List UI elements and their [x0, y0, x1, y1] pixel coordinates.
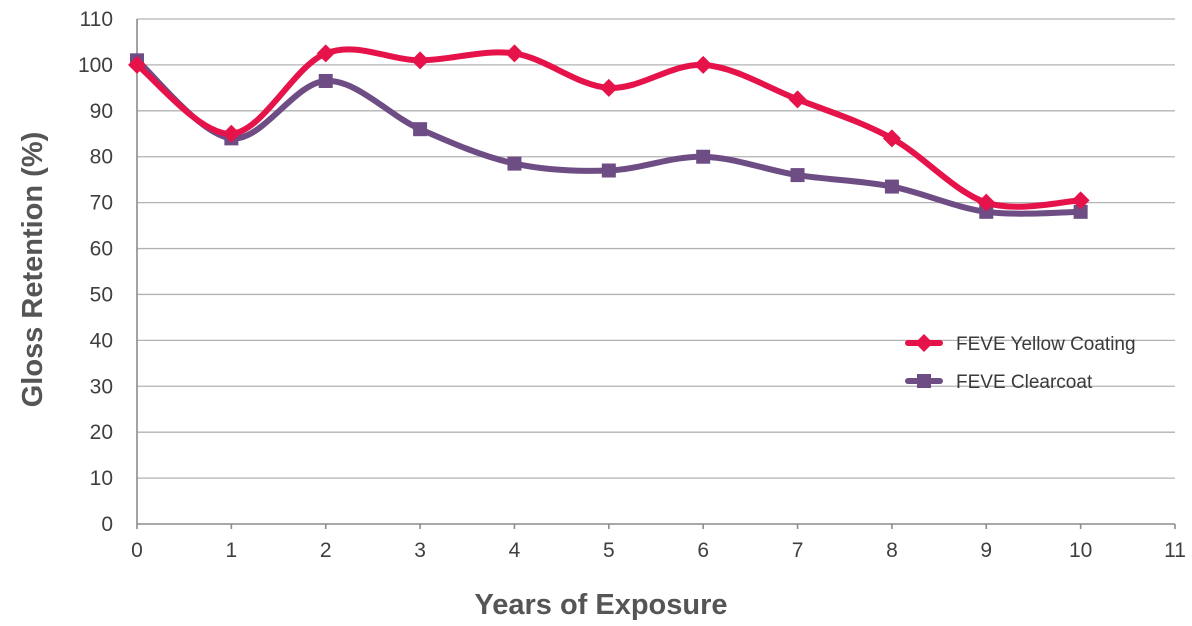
axes	[136, 19, 1175, 525]
data-point-diamond	[128, 55, 146, 74]
x-tick-label: 6	[697, 539, 709, 562]
y-tick-label: 110	[80, 8, 113, 31]
x-tick-label: 7	[792, 539, 804, 562]
x-tick-label: 2	[320, 539, 332, 562]
x-tick-label: 11	[1164, 539, 1186, 562]
data-point-square	[318, 73, 333, 88]
y-tick-label: 60	[90, 238, 113, 261]
x-tick-label: 1	[226, 539, 238, 562]
legend-label: FEVE Clearcoat	[956, 372, 1093, 393]
y-tick-label: 20	[90, 421, 113, 444]
x-tick-label: 8	[886, 539, 898, 562]
data-point-diamond	[694, 55, 713, 74]
y-axis-title: Gloss Retention (%)	[17, 132, 49, 408]
x-tick-label: 4	[509, 539, 521, 562]
series-feve-yellow-coating	[128, 44, 1090, 212]
legend-item: FEVE Yellow Coating	[905, 334, 1136, 355]
legend-diamond-marker	[915, 334, 933, 352]
y-tick-label: 0	[101, 513, 113, 536]
y-tick-label: 10	[90, 467, 113, 490]
y-tick-labels: 0 10 20 30 40 50 60 70 80 90 100 110	[78, 8, 113, 536]
x-tick-label: 10	[1069, 539, 1092, 562]
series	[128, 44, 1090, 219]
x-tick-label: 9	[980, 539, 992, 562]
series-line	[134, 46, 1084, 210]
y-tick-label: 90	[90, 100, 113, 123]
data-point-square	[601, 163, 616, 178]
data-point-diamond	[977, 193, 996, 212]
data-point-square	[790, 168, 805, 183]
data-point-diamond	[882, 129, 901, 148]
data-point-square	[1073, 204, 1088, 219]
gridlines	[137, 18, 1175, 479]
x-tick-labels: 0 1 2 3 4 5 6 7 8 9 10 11	[131, 524, 1186, 562]
data-point-diamond	[222, 124, 241, 143]
legend-item: FEVE Clearcoat	[905, 372, 1093, 393]
data-point-diamond	[505, 44, 524, 63]
x-tick-label: 0	[131, 539, 143, 562]
data-point-square	[696, 149, 711, 164]
y-tick-label: 70	[90, 192, 113, 215]
legend: FEVE Yellow Coating FEVE Clearcoat	[905, 334, 1136, 393]
legend-square-marker	[917, 374, 931, 388]
data-point-diamond	[788, 90, 807, 109]
data-point-diamond	[599, 78, 618, 97]
data-point-square	[413, 122, 428, 137]
data-point-square	[507, 156, 522, 171]
data-point-diamond	[316, 44, 335, 63]
data-point-square	[884, 179, 899, 194]
series-line	[134, 57, 1084, 217]
y-tick-label: 80	[90, 146, 113, 169]
y-tick-label: 50	[90, 283, 113, 306]
data-point-diamond	[411, 51, 430, 70]
legend-label: FEVE Yellow Coating	[956, 334, 1136, 355]
data-point-diamond	[1071, 191, 1090, 210]
y-tick-label: 100	[78, 54, 113, 77]
y-tick-label: 30	[90, 375, 113, 398]
y-tick-label: 40	[90, 329, 113, 352]
x-axis-title: Years of Exposure	[474, 589, 727, 621]
data-point-square	[979, 204, 994, 219]
x-tick-label: 5	[603, 539, 615, 562]
x-tick-label: 3	[414, 539, 426, 562]
series-feve-clearcoat	[130, 53, 1088, 219]
